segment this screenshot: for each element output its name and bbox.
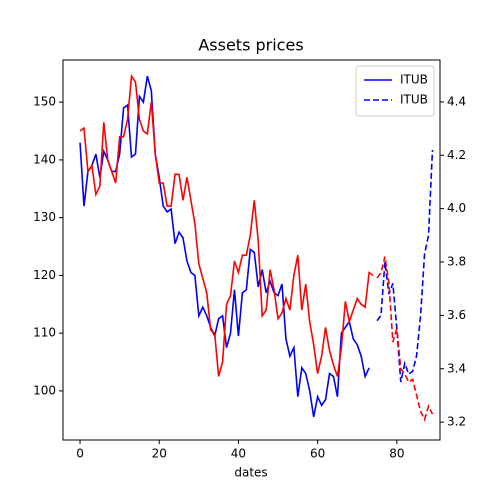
series-line — [376, 149, 434, 383]
plot-frame — [62, 59, 441, 441]
x-tick-label: 20 — [152, 447, 167, 461]
x-tick-label: 60 — [310, 447, 325, 461]
y2-tick-label: 4.0 — [447, 201, 466, 215]
y-tick-label: 110 — [33, 326, 56, 340]
x-tick-label: 40 — [231, 447, 246, 461]
x-tick-label: 80 — [389, 447, 404, 461]
series-line — [79, 73, 374, 377]
y-tick-label: 150 — [33, 95, 56, 109]
y2-tick-label: 3.2 — [447, 415, 466, 429]
y2-tick-label: 4.4 — [447, 94, 466, 108]
chart-title: Assets prices — [198, 36, 303, 55]
legend-label: ITUB — [400, 93, 428, 107]
y-tick-label: 140 — [33, 152, 56, 166]
x-tick-label: 0 — [76, 447, 84, 461]
y2-tick-label: 3.6 — [447, 308, 466, 322]
y2-tick-label: 3.4 — [447, 361, 466, 375]
legend-label: ITUB — [400, 73, 428, 87]
y-tick-label: 120 — [33, 268, 56, 282]
y2-tick-label: 4.2 — [447, 148, 466, 162]
series-line — [376, 256, 434, 422]
y-tick-label: 100 — [33, 383, 56, 397]
x-axis-label: dates — [234, 466, 267, 480]
y2-tick-label: 3.8 — [447, 255, 466, 269]
y-tick-label: 130 — [33, 210, 56, 224]
legend-box — [355, 65, 435, 117]
